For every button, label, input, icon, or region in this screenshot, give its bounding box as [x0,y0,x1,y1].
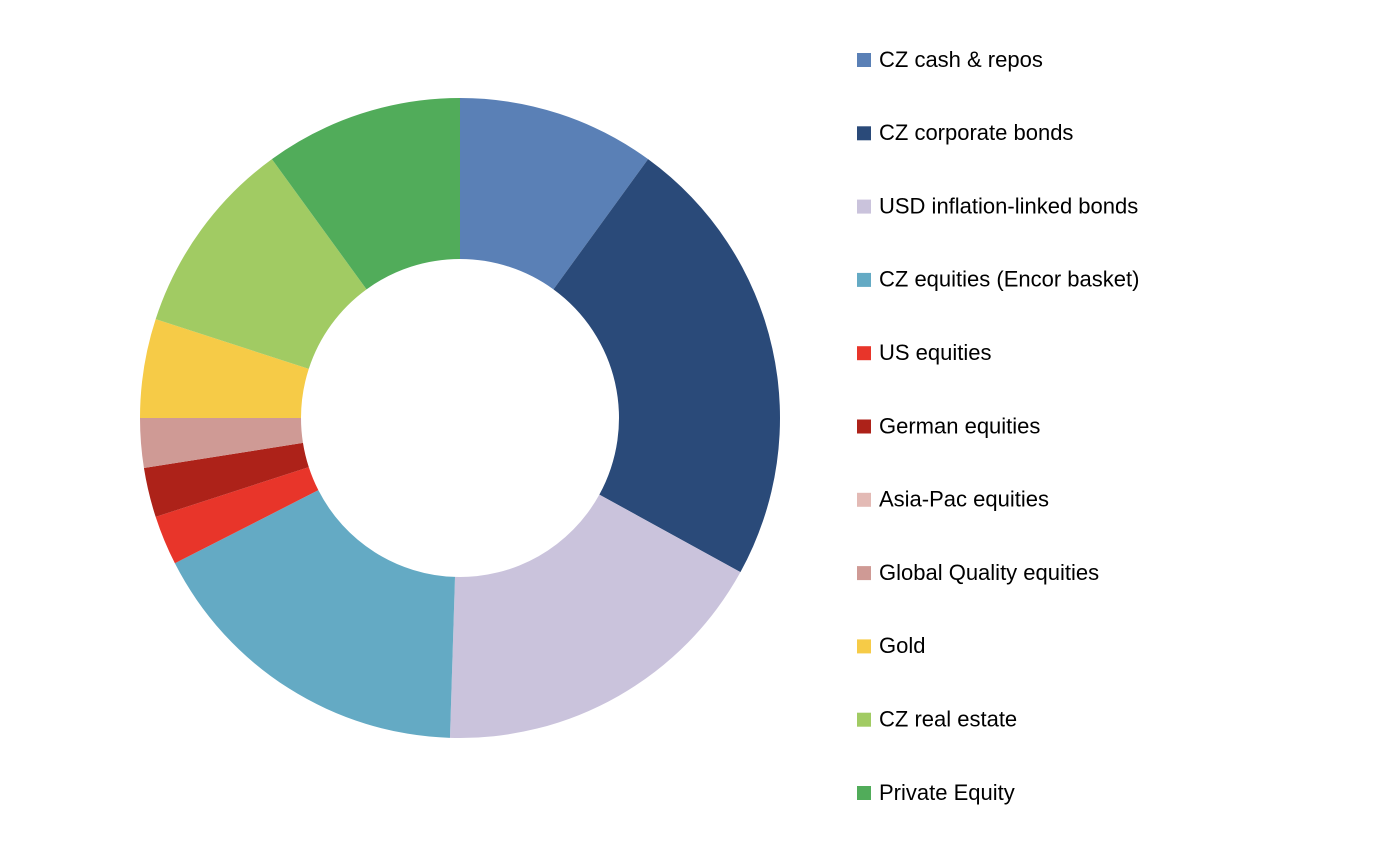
legend-swatch [857,419,871,434]
legend-swatch [857,712,871,727]
donut-slice [553,159,780,573]
legend-label: Private Equity [879,780,1015,805]
donut-slice [174,490,456,738]
legend-label: USD inflation-linked bonds [879,193,1138,218]
donut-slice [140,319,309,418]
legend-label: Asia-Pac equities [879,487,1049,512]
donut-slice [271,98,460,290]
legend-label: German equities [879,413,1040,438]
legend-label: CZ real estate [879,707,1017,732]
donut-slice [140,418,303,469]
legend-swatch [857,786,871,800]
legend-swatch [857,492,871,507]
legend-label: CZ corporate bonds [879,120,1073,145]
donut-slice [449,494,741,738]
legend-swatch [857,272,871,287]
legend-swatch [857,53,871,67]
legend-swatch [857,126,871,141]
legend-label: Gold [879,633,925,658]
legend-label: Global Quality equities [879,560,1099,585]
donut-slice [155,467,319,564]
legend-label: US equities [879,340,992,365]
legend-swatch [857,639,871,654]
legend-label: CZ equities (Encor basket) [879,267,1139,292]
donut-slice [143,442,309,517]
legend-label: CZ cash & repos [879,47,1043,72]
legend-swatch [857,199,871,214]
donut-slice [155,159,367,369]
donut-slice [460,98,649,290]
legend-swatch [857,346,871,361]
legend-swatch [857,566,871,581]
